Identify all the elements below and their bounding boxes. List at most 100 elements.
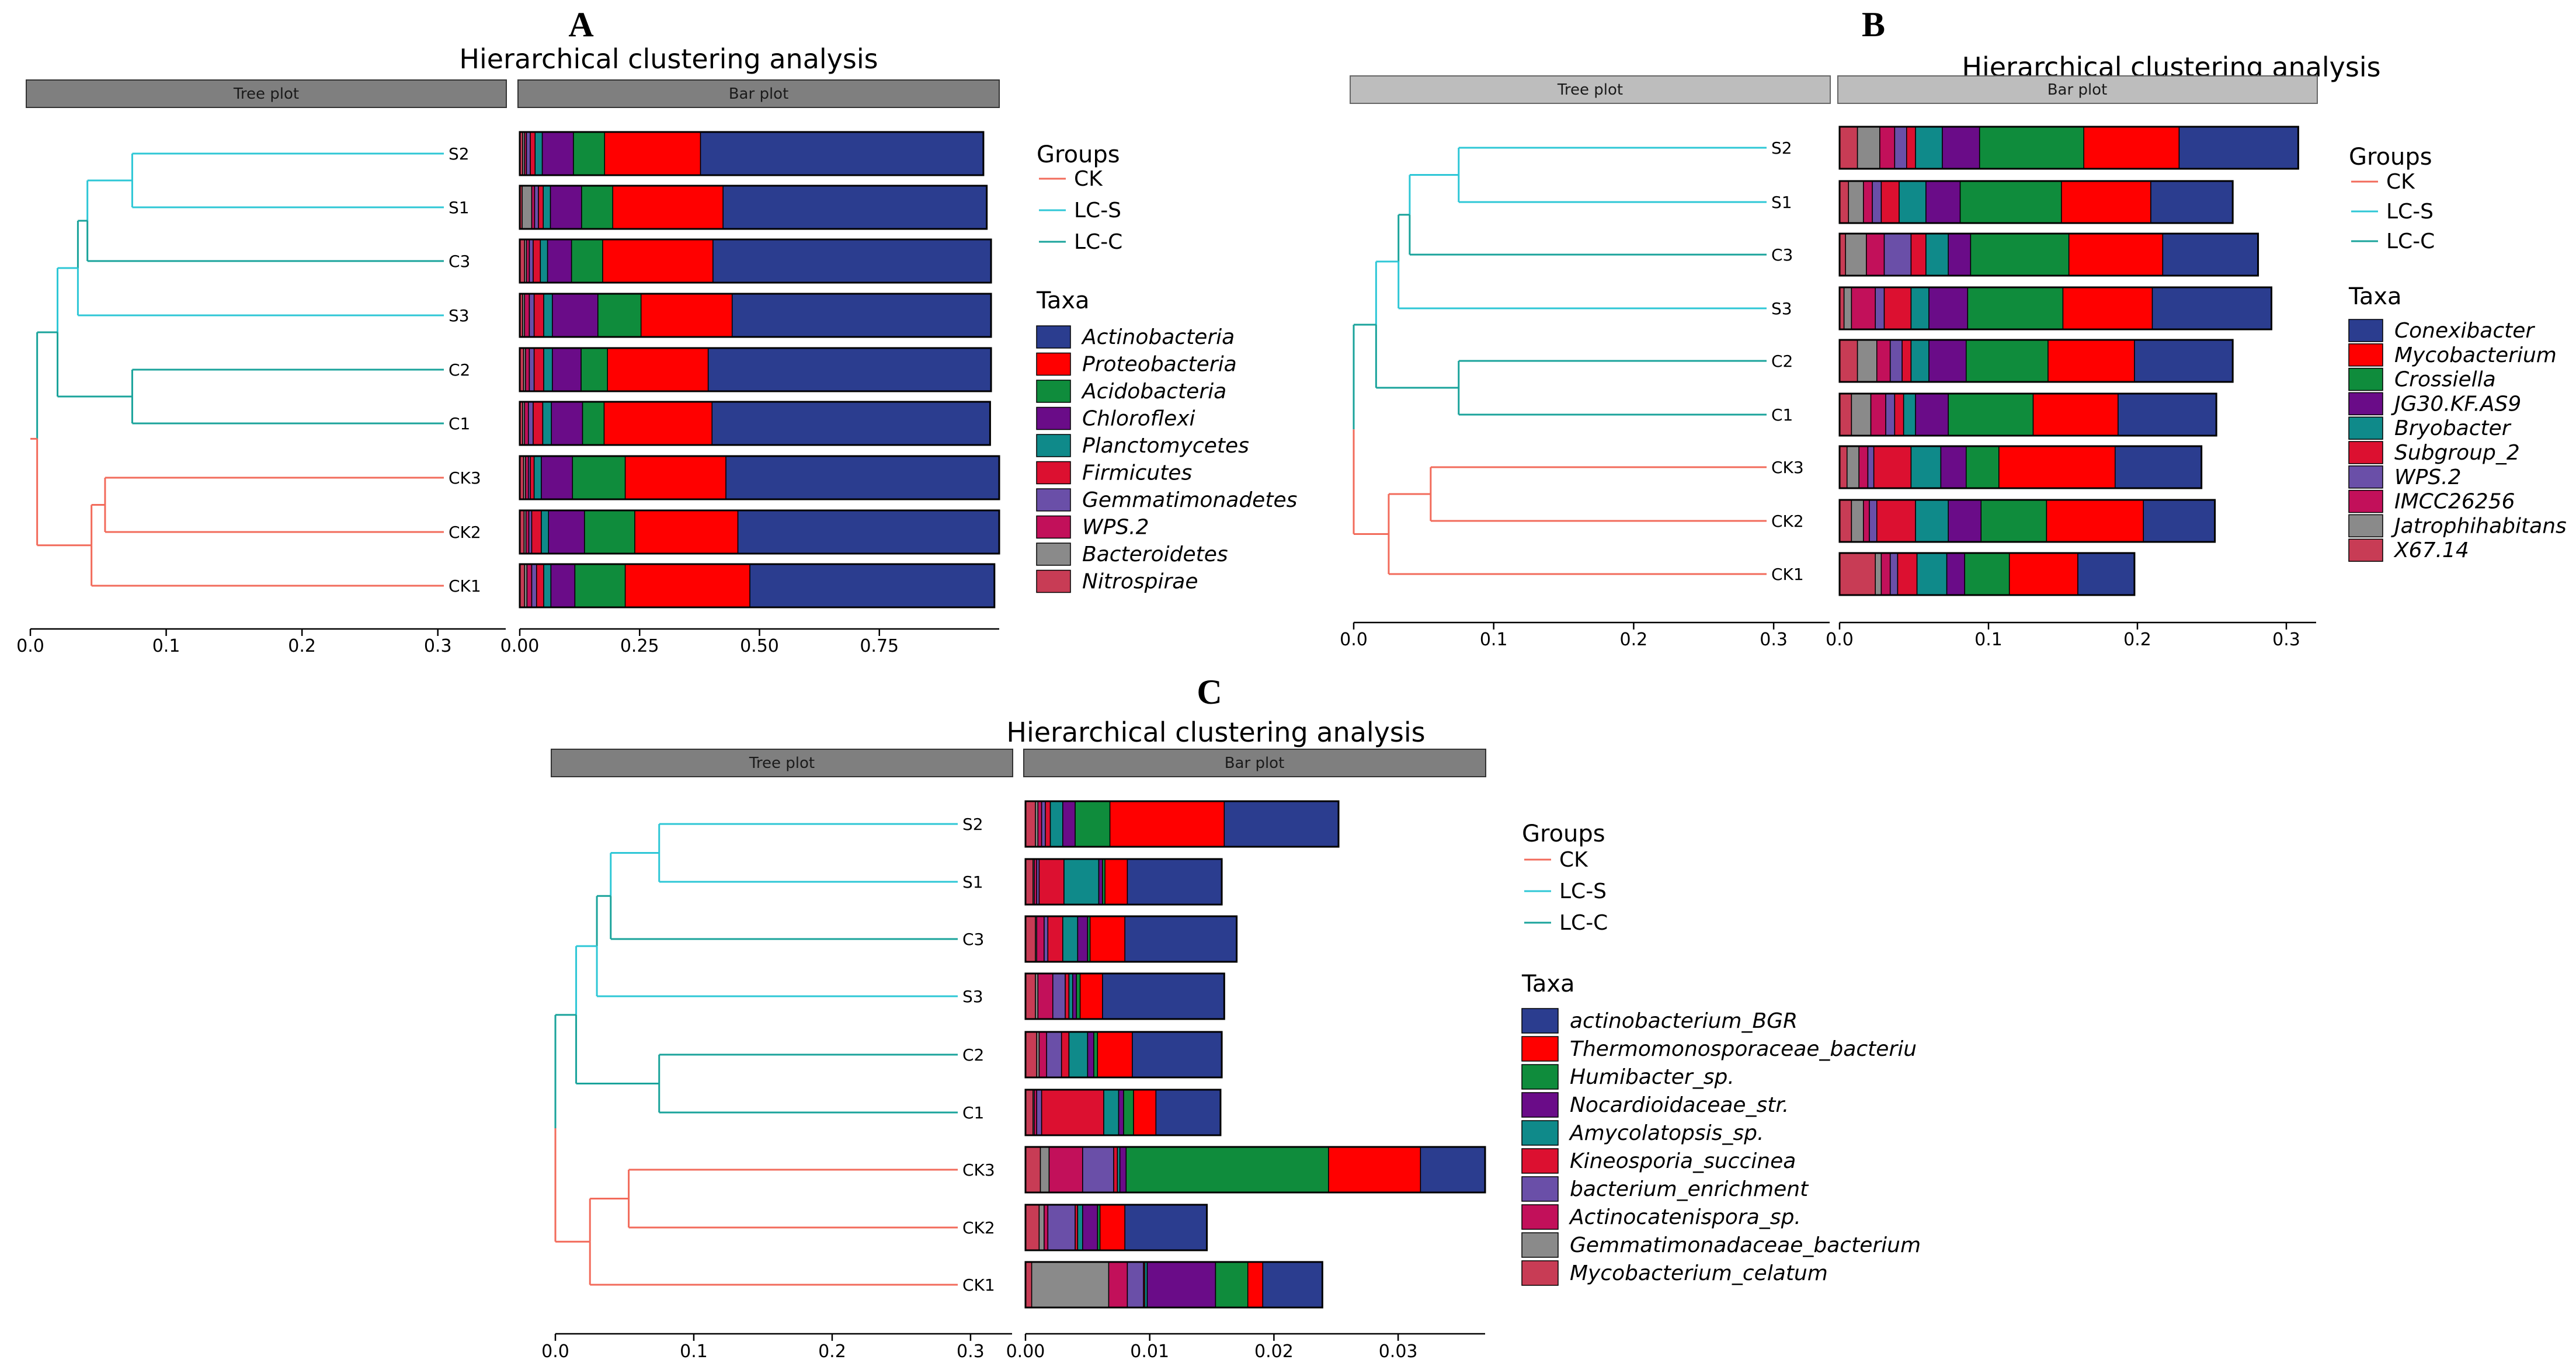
panel-b-bars: [1838, 126, 2299, 596]
bar-outline-s1: [519, 185, 988, 230]
bar-segment-ck2-wps-2: [1869, 499, 1878, 543]
panel-letter-a: A: [568, 5, 593, 44]
bar-segment-c1-gemmatimonadetes: [528, 401, 534, 446]
panel-b-chart: S2 S1 C3 S3 C2 C1 CK3 CK2 CK1 0.0 0.1 0.2 0.3 0.0 0.1 0…: [1340, 126, 2567, 650]
sample-label-s2: S2: [962, 815, 983, 834]
bar-segment-ck2-bryobacter: [1915, 499, 1949, 543]
bar-segment-ck1-x67-14: [1839, 552, 1876, 596]
panel-a-bar-strip-label: Bar plot: [729, 85, 789, 103]
chart-marks-layer: S2 S1 C3 S3 C2 C1 CK3 CK2 CK1 0.0 0.1 0.2 0.3 0.00 0.2…: [16, 126, 2567, 1362]
bar-segment-ck1-actinocatenispora-sp-: [1108, 1261, 1128, 1308]
bar-axis-tick-label: 0.0: [1826, 630, 1854, 650]
panel-a-title: Hierarchical clustering analysis: [459, 43, 878, 75]
bar-segment-c2-imcc26256: [1876, 339, 1891, 383]
bar-segment-ck3-nocardioidaceae-str-: [1119, 1146, 1127, 1193]
taxa-legend-label: Nocardioidaceae_str.: [1570, 1093, 1789, 1117]
taxa-legend-title: Taxa: [1036, 287, 1090, 314]
bar-segment-c3-firmicutes: [533, 239, 541, 283]
bar-outline-c1: [1838, 392, 2217, 437]
taxa-legend-swatch: [2348, 514, 2383, 538]
sample-label-c2: C2: [449, 360, 470, 380]
bar-segment-ck2-crossiella: [1980, 499, 2047, 543]
bar-segment-ck2-conexibacter: [2143, 499, 2216, 543]
taxa-legend-swatch: [2348, 367, 2383, 391]
bar-segment-s3-conexibacter: [2151, 287, 2272, 330]
taxa-legend-label: actinobacterium_BGR: [1570, 1009, 1798, 1033]
bar-segment-ck1-jg30-kf-as9: [1946, 552, 1965, 596]
bar-segment-s2-gemmatimonadetes: [526, 131, 531, 176]
bar-segment-ck3-humibacter-sp-: [1125, 1146, 1329, 1193]
bar-segment-ck2-jg30-kf-as9: [1948, 499, 1981, 543]
bar-segment-s1-actinobacteria: [722, 185, 988, 230]
bar-segment-s2-humibacter-sp-: [1075, 801, 1111, 847]
bar-segment-c1-firmicutes: [533, 401, 544, 446]
tree-axis-tick-label: 0.0: [1340, 630, 1368, 650]
bar-segment-s1-conexibacter: [2150, 180, 2233, 224]
taxa-legend-swatch: [2348, 392, 2383, 416]
bar-segment-c3-crossiella: [1970, 233, 2070, 276]
bar-outline-ck3: [519, 455, 1000, 500]
bar-segment-ck2-actinocatenispora-sp-: [1044, 1204, 1049, 1251]
sample-label-ck3: CK3: [1771, 458, 1804, 477]
bar-segment-ck2-imcc26256: [1863, 499, 1870, 543]
tree-axis-tick-label: 0.0: [16, 636, 44, 656]
sample-label-ck1: CK1: [962, 1275, 995, 1295]
bar-segment-c1-thermomonosporaceae-bacteriu: [1133, 1089, 1157, 1136]
groups-legend-title: Groups: [2349, 144, 2432, 171]
sample-label-c1: C1: [449, 414, 470, 433]
bar-segment-c3-actinocatenispora-sp-: [1036, 916, 1045, 962]
sample-label-ck3: CK3: [449, 468, 481, 488]
panel-c-dendrogram: [554, 823, 958, 1286]
bar-outline-s3: [519, 293, 992, 338]
bar-segment-s3-gemmatimonadetes: [529, 293, 535, 338]
tree-axis-tick-label: 0.1: [680, 1341, 708, 1362]
bar-segment-s1-jg30-kf-as9: [1925, 180, 1961, 224]
bar-segment-s3-bacterium-enrichment: [1052, 973, 1066, 1020]
bar-segment-ck3-mycobacterium: [1998, 446, 2116, 489]
panel-a-tree-strip: [26, 79, 507, 108]
bar-segment-s3-actinocatenispora-sp-: [1037, 973, 1054, 1020]
taxa-legend-swatch: [1521, 1064, 1559, 1090]
sample-label-s1: S1: [1771, 193, 1792, 212]
bar-segment-s2-acidobacteria: [573, 131, 606, 176]
bar-segment-ck1-bryobacter: [1916, 552, 1948, 596]
bar-segment-c3-bryobacter: [1925, 233, 1949, 276]
bar-segment-s3-crossiella: [1967, 287, 2064, 330]
bar-outline-c2: [1838, 339, 2234, 383]
bar-segment-c1-acidobacteria: [582, 401, 605, 446]
panel-letter-b: B: [1862, 5, 1885, 44]
bar-segment-c1-wps-2: [524, 401, 529, 446]
taxa-legend-swatch: [2348, 416, 2383, 440]
bar-segment-c2-crossiella: [1966, 339, 2049, 383]
bar-segment-ck3-firmicutes: [530, 455, 535, 500]
bar-outline-ck2: [1838, 499, 2216, 543]
bar-segment-c1-mycobacterium: [2032, 393, 2119, 436]
bar-segment-ck3-chloroflexi: [541, 455, 573, 500]
taxa-legend-label: X67.14: [2393, 538, 2469, 562]
bar-segment-ck3-gemmatimonadaceae-bacterium: [1040, 1146, 1050, 1193]
taxa-legend-label: WPS.2: [1082, 516, 1149, 540]
bar-segment-s2-subgroup-2: [1906, 126, 1916, 169]
bar-segment-s1-imcc26256: [1863, 180, 1873, 224]
bar-segment-c2-planctomycetes: [543, 347, 553, 392]
taxa-legend-swatch: [1521, 1148, 1559, 1174]
panel-b-tree-strip: [1350, 75, 1831, 104]
bar-outline-c2: [1024, 1031, 1223, 1079]
bar-segment-s1-firmicutes: [538, 185, 544, 230]
taxa-legend-swatch: [2348, 489, 2383, 513]
bar-segment-c1-wps-2: [1885, 393, 1896, 436]
bar-outline-ck1: [1024, 1261, 1323, 1309]
panel-a-chart: S2 S1 C3 S3 C2 C1 CK3 CK2 CK1 0.0 0.1 0.2 0.3 0.00 0.2…: [16, 131, 1297, 656]
bar-segment-c3-mycobacterium-celatum: [1025, 916, 1036, 962]
bar-segment-c2-kineosporia-succinea: [1061, 1031, 1070, 1078]
bar-segment-c1-chloroflexi: [551, 401, 583, 446]
bar-segment-ck1-conexibacter: [2077, 552, 2135, 596]
panel-c-tree-strip: [551, 749, 1013, 777]
bar-segment-s3-chloroflexi: [552, 293, 599, 338]
bar-segment-s2-actinocatenispora-sp-: [1037, 801, 1042, 847]
bar-segment-ck3-kineosporia-succinea: [1113, 1146, 1118, 1193]
bar-segment-c1-amycolatopsis-sp-: [1103, 1089, 1120, 1136]
bar-segment-ck1-mycobacterium: [2008, 552, 2078, 596]
groups-legend-title: Groups: [1037, 141, 1120, 168]
